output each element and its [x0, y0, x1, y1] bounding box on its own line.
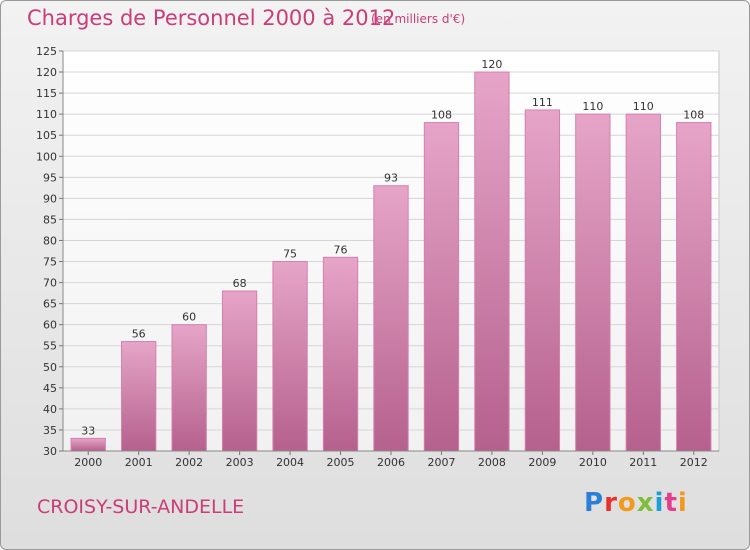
data-label-2009: 111	[532, 96, 553, 109]
x-axis: 2000 2001 2002 2003 2004 2005 2006 2007 2008 2009…	[63, 450, 719, 469]
y-tick-label: 30	[43, 445, 57, 458]
x-tick-label-2012: 2012	[680, 456, 708, 469]
y-tick-label: 125	[36, 45, 57, 58]
data-label-2002: 60	[182, 311, 196, 324]
data-label-2000: 33	[81, 424, 95, 437]
bars	[70, 71, 712, 452]
x-tick-label-2004: 2004	[276, 456, 304, 469]
bar-2003	[221, 290, 258, 452]
bar-2011	[625, 113, 661, 452]
logo-letter: o	[617, 488, 637, 518]
x-tick-label-2002: 2002	[175, 456, 203, 469]
logo-letter: r	[604, 488, 618, 518]
y-tick-label: 95	[43, 171, 57, 184]
y-tick-label: 100	[36, 150, 57, 163]
x-tick-label-2003: 2003	[226, 456, 254, 469]
data-labels: 33 56 60 68 75 76 93 108 120 111 110 110 108	[81, 58, 704, 437]
data-label-2006: 93	[384, 172, 398, 185]
data-label-2007: 108	[431, 109, 452, 122]
y-tick-label: 45	[43, 382, 57, 395]
bar-2008	[474, 71, 510, 452]
logo-letter: i	[677, 488, 688, 518]
x-tick-label-2006: 2006	[377, 456, 405, 469]
x-tick-label-2007: 2007	[427, 456, 455, 469]
x-tick-label-2011: 2011	[629, 456, 657, 469]
data-label-2003: 68	[233, 277, 247, 290]
logo-letter: i	[654, 488, 665, 518]
x-tick-label-2009: 2009	[528, 456, 556, 469]
bar-2004	[272, 261, 308, 452]
bar-2010	[575, 113, 611, 452]
chart-subtitle: (en milliers d'€)	[371, 12, 466, 26]
y-tick-label: 120	[36, 66, 57, 79]
chart-title: Charges de Personnel 2000 à 2012	[27, 6, 396, 30]
logo-letter: t	[664, 488, 678, 518]
data-label-2012: 108	[683, 109, 704, 122]
proxiti-logo: Proxiti	[584, 488, 688, 518]
y-tick-label: 90	[43, 192, 57, 205]
data-label-2005: 76	[334, 243, 348, 256]
y-tick-label: 55	[43, 340, 57, 353]
data-label-2008: 120	[481, 58, 502, 71]
y-tick-label: 85	[43, 213, 57, 226]
bar-2009	[524, 109, 561, 452]
y-tick-label: 75	[43, 256, 57, 269]
data-label-2001: 56	[132, 328, 146, 341]
bar-2000	[70, 437, 106, 452]
y-tick-label: 80	[43, 234, 57, 247]
bar-2002	[171, 324, 207, 452]
y-tick-label: 110	[36, 108, 57, 121]
bar-2012	[676, 122, 712, 452]
logo-letter: P	[584, 488, 605, 518]
bar-2001	[121, 341, 157, 452]
x-tick-label-2005: 2005	[327, 456, 355, 469]
y-axis: 30 35 40 45 50 55 60 65 70 75 80 85 90 95 100 105 110 115…	[36, 45, 64, 458]
x-tick-label-2010: 2010	[579, 456, 607, 469]
bar-2006	[373, 185, 409, 452]
bar-2007	[423, 122, 460, 452]
x-tick-label-2001: 2001	[125, 456, 153, 469]
x-tick-label-2008: 2008	[478, 456, 506, 469]
y-tick-label: 115	[36, 87, 57, 100]
commune-name: CROISY-SUR-ANDELLE	[37, 496, 245, 518]
y-tick-label: 50	[43, 361, 57, 374]
data-label-2004: 75	[283, 248, 297, 261]
data-label-2011: 110	[633, 100, 654, 113]
y-tick-label: 40	[43, 403, 57, 416]
y-tick-label: 60	[43, 319, 57, 332]
x-tick-label-2000: 2000	[74, 456, 102, 469]
bar-2005	[322, 256, 359, 452]
y-tick-label: 65	[43, 298, 57, 311]
y-tick-label: 105	[36, 129, 57, 142]
logo-letter: x	[636, 488, 655, 518]
y-tick-label: 70	[43, 277, 57, 290]
y-tick-label: 35	[43, 424, 57, 437]
data-label-2010: 110	[582, 100, 603, 113]
